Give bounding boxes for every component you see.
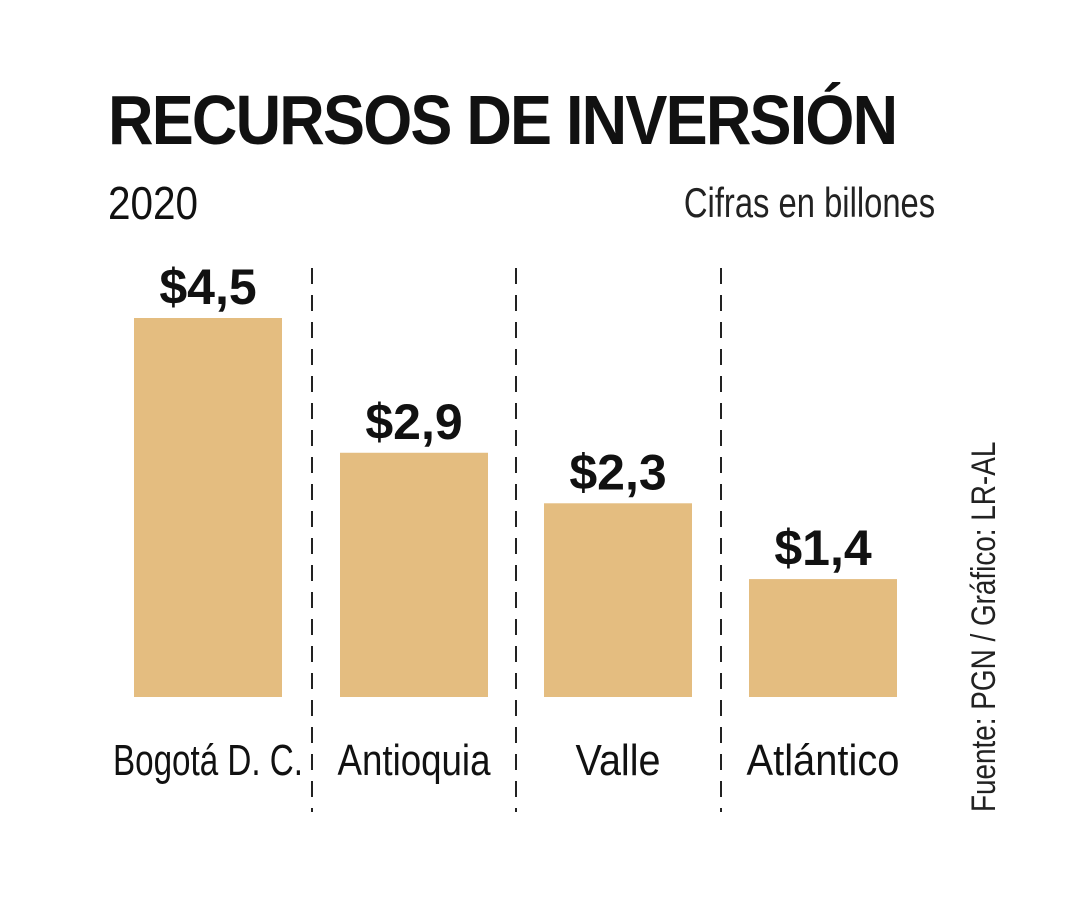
chart-year: 2020 (108, 177, 199, 229)
value-label-4: $1,4 (774, 520, 872, 576)
value-label-3: $2,3 (569, 444, 666, 500)
bar-2 (340, 452, 488, 697)
value-label-2: $2,9 (365, 394, 462, 450)
source-credit: Fuente: PGN / Gráfico: LR-AL (965, 441, 1003, 812)
value-label-1: $4,5 (159, 259, 256, 315)
bar-4 (749, 579, 897, 697)
chart-title: RECURSOS DE INVERSIÓN (108, 81, 898, 159)
category-label-4: Atlántico (747, 736, 900, 785)
category-label-1: Bogotá D. C. (113, 736, 303, 785)
bar-3 (544, 503, 692, 697)
units-note: Cifras en billones (683, 179, 935, 226)
category-label-3: Valle (576, 736, 661, 785)
category-label-2: Antioquia (338, 736, 491, 785)
bar-1 (134, 318, 282, 697)
